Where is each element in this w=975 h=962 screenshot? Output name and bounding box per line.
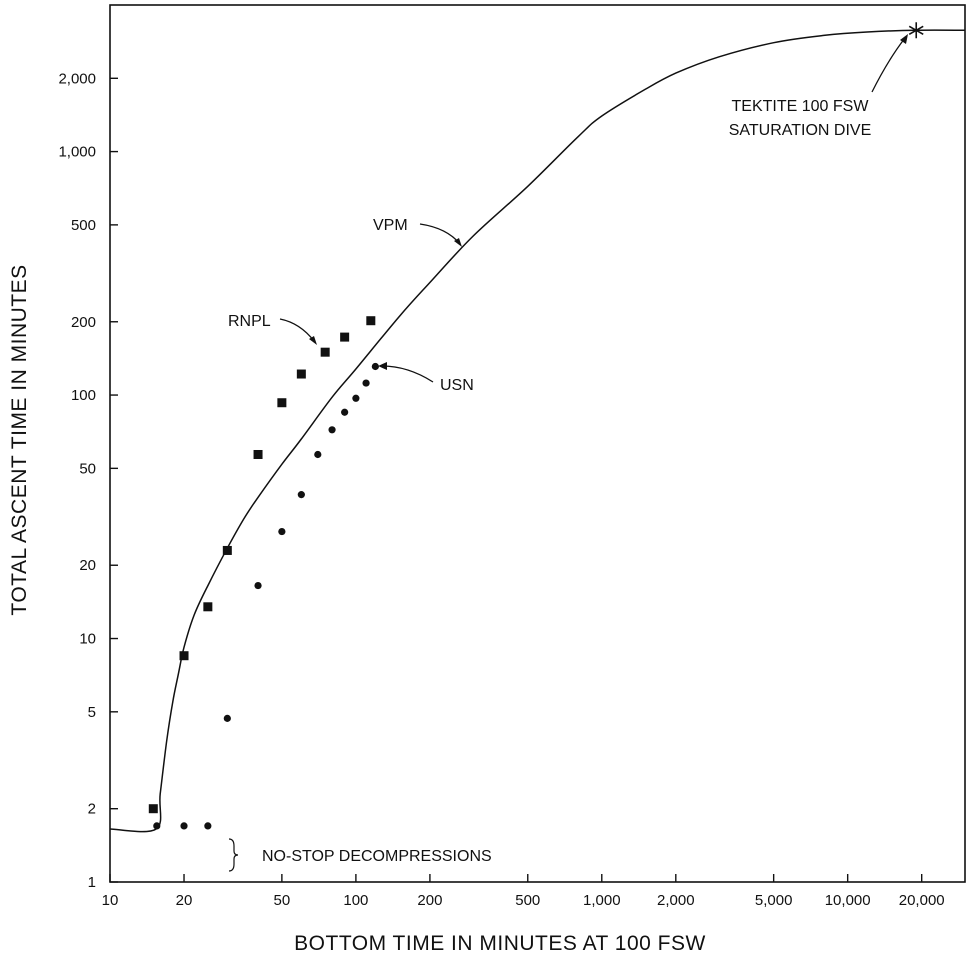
x-tick-label: 10 bbox=[102, 892, 119, 909]
rnpl-point bbox=[222, 545, 232, 555]
usn-point bbox=[297, 491, 305, 499]
x-tick-label: 5,000 bbox=[755, 892, 793, 909]
usn-point bbox=[204, 822, 212, 830]
series bbox=[109, 22, 966, 833]
ticks: 10 20 50 100 200 500 1,000 2,000 5,000 10,000 20,0… bbox=[58, 70, 944, 909]
usn-point bbox=[180, 822, 188, 830]
x-tick-label: 100 bbox=[343, 892, 368, 909]
no-stop-brace bbox=[228, 838, 239, 872]
usn-point bbox=[371, 362, 379, 371]
vpm-curve bbox=[109, 29, 966, 833]
x-tick-label: 200 bbox=[417, 892, 442, 909]
y-tick-label: 1 bbox=[88, 874, 96, 891]
usn-arrowhead bbox=[378, 362, 387, 370]
tektite-arrowhead bbox=[900, 34, 908, 44]
tektite-label-line2: SATURATION DIVE bbox=[729, 122, 872, 139]
y-tick-label: 1,000 bbox=[58, 144, 96, 161]
x-tick-label: 1,000 bbox=[583, 892, 621, 909]
y-tick-label: 10 bbox=[79, 631, 96, 648]
usn-label: USN bbox=[440, 377, 474, 394]
usn-point bbox=[328, 426, 336, 434]
y-tick-label: 200 bbox=[71, 314, 96, 331]
rnpl-point bbox=[148, 804, 158, 814]
usn-point bbox=[341, 408, 349, 416]
plot-frame bbox=[109, 4, 966, 883]
tektite-asterisk-marker bbox=[908, 22, 924, 39]
y-tick-label: 50 bbox=[79, 460, 96, 477]
vpm-arrowhead bbox=[454, 238, 462, 247]
annotations: VPM RNPL USN NO-STOP DECOMPRESSIONS TEKT… bbox=[228, 34, 908, 872]
rnpl-point bbox=[179, 651, 189, 661]
x-tick-label: 500 bbox=[515, 892, 540, 909]
tektite-label-line1: TEKTITE 100 FSW bbox=[732, 98, 870, 115]
usn-point bbox=[278, 527, 286, 536]
y-tick-label: 5 bbox=[88, 704, 96, 721]
x-tick-label: 10,000 bbox=[825, 892, 871, 909]
vpm-label: VPM bbox=[373, 217, 408, 234]
y-tick-label: 2 bbox=[88, 801, 96, 818]
usn-point bbox=[223, 714, 231, 722]
rnpl-point bbox=[203, 602, 213, 612]
x-tick-label: 20,000 bbox=[899, 892, 945, 909]
x-tick-label: 20 bbox=[176, 892, 193, 909]
no-stop-label: NO-STOP DECOMPRESSIONS bbox=[262, 848, 492, 865]
usn-point bbox=[314, 450, 322, 459]
usn-point bbox=[362, 379, 370, 387]
usn-arrow bbox=[381, 365, 434, 383]
rnpl-point bbox=[296, 369, 306, 379]
tektite-arrow bbox=[871, 37, 906, 93]
rnpl-point bbox=[277, 398, 287, 408]
y-axis-title: TOTAL ASCENT TIME IN MINUTES bbox=[8, 264, 31, 615]
usn-point bbox=[254, 581, 262, 590]
rnpl-arrow bbox=[279, 318, 315, 342]
rnpl-point bbox=[253, 449, 263, 459]
x-tick-label: 2,000 bbox=[657, 892, 695, 909]
usn-point bbox=[352, 394, 360, 402]
rnpl-point bbox=[320, 347, 330, 357]
y-tick-label: 2,000 bbox=[58, 70, 96, 87]
rnpl-label: RNPL bbox=[228, 313, 271, 330]
x-axis-title: BOTTOM TIME IN MINUTES AT 100 FSW bbox=[294, 932, 706, 955]
rnpl-arrowhead bbox=[309, 336, 317, 345]
usn-point bbox=[153, 822, 161, 830]
y-tick-label: 500 bbox=[71, 217, 96, 234]
rnpl-point bbox=[340, 332, 350, 342]
rnpl-point bbox=[366, 316, 376, 326]
y-tick-label: 20 bbox=[79, 557, 96, 574]
y-tick-label: 100 bbox=[71, 387, 96, 404]
x-tick-label: 50 bbox=[274, 892, 291, 909]
